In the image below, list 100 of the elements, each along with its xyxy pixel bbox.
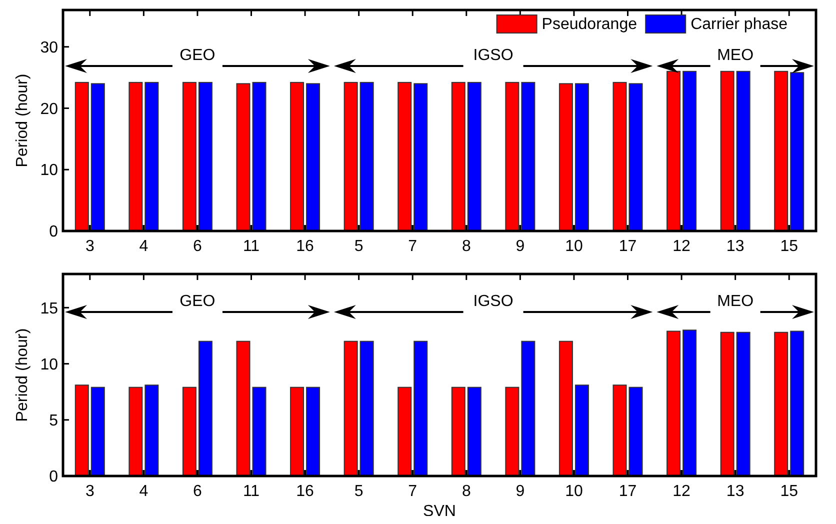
bar (682, 330, 697, 476)
bar (252, 82, 266, 232)
x-tick-label: 10 (565, 238, 583, 255)
y-axis-title: Period (hour) (14, 328, 31, 422)
bar (252, 386, 266, 476)
bar (290, 82, 304, 232)
x-tick-label: 5 (354, 238, 364, 255)
bar (612, 82, 627, 232)
x-tick-label: 11 (242, 483, 260, 500)
x-tick-label: 7 (408, 238, 418, 255)
x-tick-label: 4 (139, 238, 148, 255)
x-tick-label: 6 (193, 238, 202, 255)
x-tick-label: 16 (296, 238, 314, 255)
x-tick-label: 12 (672, 483, 691, 500)
bar (344, 82, 358, 232)
x-axis-title: SVN (423, 503, 456, 520)
bar (128, 386, 143, 476)
x-tick-label: 13 (726, 483, 744, 500)
x-tick-label: 15 (780, 483, 798, 500)
bar (774, 332, 788, 476)
bar (236, 340, 250, 476)
bar (628, 83, 643, 232)
bar (306, 386, 320, 476)
y-tick-label: 15 (40, 300, 58, 318)
bar (74, 384, 89, 476)
x-tick-label: 9 (516, 483, 525, 500)
bar (144, 384, 159, 476)
bar (682, 70, 697, 232)
bar (628, 386, 643, 476)
bar (467, 386, 482, 476)
y-axis-title: Period (hour) (14, 74, 31, 168)
bar (182, 82, 196, 232)
bar (414, 340, 428, 476)
annotation: MEO (717, 293, 754, 310)
annotation: IGSO (473, 47, 514, 64)
bar (521, 340, 536, 476)
bar (360, 82, 374, 232)
y-tick-label: 20 (40, 100, 58, 118)
x-tick-label: 16 (296, 483, 314, 500)
bar (290, 386, 304, 476)
bar (414, 83, 428, 232)
x-tick-label: 7 (408, 483, 418, 500)
x-tick-label: 5 (354, 483, 364, 500)
bar (612, 384, 627, 476)
x-tick-label: 13 (726, 238, 744, 255)
annotation: GEO (180, 47, 216, 64)
bar (505, 82, 520, 232)
x-tick-label: 4 (139, 483, 148, 500)
bar (398, 82, 412, 232)
annotation: MEO (717, 47, 754, 64)
bar (574, 83, 589, 232)
bar (90, 83, 105, 232)
x-tick-label: 10 (565, 483, 583, 500)
bar (398, 386, 412, 476)
x-tick-label: 12 (672, 238, 691, 255)
bar (306, 83, 320, 232)
bar (344, 340, 358, 476)
bar (451, 82, 466, 232)
x-tick-label: 17 (618, 483, 637, 500)
x-tick-label: 11 (242, 238, 260, 255)
bar (182, 386, 196, 476)
bar (198, 82, 212, 232)
annotation: IGSO (473, 293, 514, 310)
y-tick-label: 0 (49, 224, 58, 241)
x-tick-label: 9 (516, 238, 525, 255)
bar (774, 70, 788, 232)
bar (558, 83, 573, 232)
bar (736, 332, 750, 476)
x-tick-label: 6 (193, 483, 202, 500)
legend-label: Carrier phase (690, 16, 788, 33)
bar (451, 386, 466, 476)
bar (736, 70, 750, 232)
bar (521, 82, 536, 232)
x-tick-label: 3 (85, 483, 94, 500)
y-tick-label: 5 (49, 412, 58, 430)
bar (720, 70, 734, 232)
bar (790, 330, 804, 476)
bar (144, 82, 159, 232)
bar (198, 340, 212, 476)
x-tick-label: 17 (618, 238, 637, 255)
bar (574, 384, 589, 476)
bar (128, 82, 143, 232)
annotation: GEO (180, 293, 216, 310)
bar (360, 340, 374, 476)
legend-label: Pseudorange (542, 16, 638, 33)
y-tick-label: 10 (40, 162, 58, 180)
x-tick-label: 8 (462, 483, 471, 500)
x-tick-label: 15 (780, 238, 798, 255)
bar (558, 340, 573, 476)
bar (666, 330, 681, 476)
bar (236, 83, 250, 232)
x-tick-label: 8 (462, 238, 471, 255)
y-tick-label: 0 (49, 468, 58, 486)
bar (720, 332, 734, 476)
bar (467, 82, 482, 232)
y-tick-label: 10 (40, 356, 58, 374)
x-tick-label: 3 (85, 238, 94, 255)
y-tick-label: 30 (40, 39, 58, 56)
bar (90, 386, 105, 476)
bar (505, 386, 520, 476)
